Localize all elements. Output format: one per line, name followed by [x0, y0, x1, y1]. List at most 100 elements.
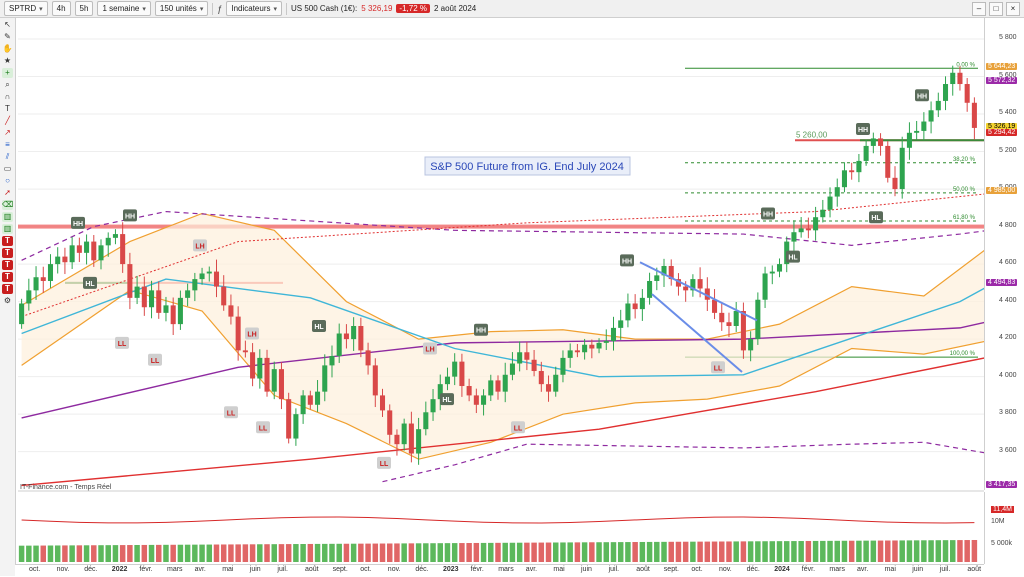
candle — [892, 177, 898, 190]
fib-label: 50,00 % — [953, 187, 976, 193]
pen-icon[interactable]: ✎ — [4, 32, 11, 41]
time-tick-label: nov. — [719, 566, 732, 573]
volume-bar — [654, 541, 660, 562]
candle — [618, 320, 624, 328]
candle — [921, 121, 927, 131]
pattern-marker — [761, 207, 775, 220]
timeframe-button[interactable]: 4h — [51, 1, 71, 16]
time-tick-label: mai — [222, 566, 234, 573]
text-icon[interactable]: T — [2, 248, 13, 258]
hand-icon[interactable]: ✋ — [2, 44, 13, 53]
time-tick-label: déc. — [415, 566, 429, 573]
volume-bar — [856, 540, 862, 562]
candle — [444, 376, 450, 385]
volume-bar — [177, 544, 184, 562]
volume-bar — [329, 543, 335, 562]
interval-selector[interactable]: 1 semaine — [97, 1, 151, 16]
candle — [163, 305, 169, 313]
pattern-marker — [193, 239, 207, 252]
pattern-marker-label: LL — [380, 461, 389, 468]
volume-bar — [841, 540, 848, 562]
volume-bar — [112, 545, 119, 562]
fib-icon[interactable]: ≡ — [5, 140, 10, 149]
instrument-name: US 500 Cash (1€): — [291, 4, 358, 13]
candle — [358, 325, 364, 351]
candle — [69, 245, 75, 263]
text-icon[interactable]: T — [5, 104, 10, 113]
close-icon[interactable]: × — [1006, 2, 1020, 16]
line-icon[interactable]: ╱ — [5, 116, 10, 125]
indicators-icon[interactable]: ƒ — [217, 3, 223, 14]
ma-red-line — [21, 349, 1024, 487]
volume-bar — [805, 540, 812, 562]
candle — [379, 395, 386, 411]
time-axis[interactable]: oct. nov. déc. 2022 févr. mars avr. mai juin juil… — [15, 564, 984, 577]
volume-bar — [603, 542, 610, 562]
volume-bar — [949, 540, 956, 562]
pattern-marker — [123, 209, 137, 222]
candle — [885, 145, 891, 178]
volume-bar — [466, 543, 472, 562]
star-icon[interactable]: ★ — [3, 56, 12, 65]
pattern-marker-label: LL — [151, 358, 160, 365]
volume-bar — [141, 544, 148, 562]
dashed-purple-lower — [382, 441, 1024, 483]
volume-bar — [54, 545, 61, 562]
volume-bar — [473, 542, 480, 562]
candle — [257, 357, 263, 379]
circle-icon[interactable]: ○ — [5, 176, 10, 185]
volume-bar — [682, 541, 689, 562]
minimize-icon[interactable]: – — [972, 2, 986, 16]
volume-bar — [769, 541, 776, 562]
magnet-icon[interactable]: ∩ — [4, 92, 11, 101]
volume-bar — [444, 543, 451, 562]
ray-icon[interactable]: ↗ — [4, 128, 11, 137]
pattern-marker — [915, 89, 929, 102]
candle — [329, 356, 335, 366]
volume-bar — [459, 543, 465, 562]
units-selector[interactable]: 150 unités — [154, 1, 209, 16]
volume-bar — [661, 541, 667, 562]
cursor-icon[interactable]: ↖ — [4, 20, 11, 29]
bars-icon[interactable]: ▥ — [2, 212, 13, 222]
text-icon[interactable]: T — [2, 284, 13, 294]
candle — [185, 290, 191, 298]
time-tick-label: déc. — [84, 566, 98, 573]
volume-bar — [134, 544, 140, 562]
indicators-button[interactable]: Indicateurs — [226, 1, 282, 16]
crosshair-icon[interactable]: + — [2, 68, 13, 78]
rect-icon[interactable]: ▭ — [3, 164, 12, 173]
text-icon[interactable]: T — [2, 272, 13, 282]
volume-bar — [827, 540, 833, 562]
time-tick-label: mai — [553, 566, 565, 573]
settings-icon[interactable]: ⚙ — [3, 296, 12, 305]
candle — [423, 412, 429, 430]
volume-bar — [430, 543, 436, 562]
candle — [459, 361, 465, 387]
annotation-text: S&P 500 Future from IG. End July 2024 — [430, 161, 624, 173]
text-icon[interactable]: T — [2, 260, 13, 270]
timeframe-button-2[interactable]: 5h — [74, 1, 94, 16]
channel-icon[interactable]: ⫽ — [5, 152, 10, 161]
candle — [228, 305, 234, 317]
volume-bar — [83, 545, 90, 562]
eraser-icon[interactable]: ⌫ — [2, 200, 14, 210]
candle — [748, 339, 754, 351]
candle — [899, 147, 905, 190]
volume-bar — [509, 542, 516, 562]
candle — [192, 279, 198, 291]
zoom-icon[interactable]: ⌕ — [5, 80, 10, 89]
volume-axis[interactable]: 11,4M 10M 5 000k — [984, 492, 1024, 564]
symbol-selector[interactable]: SPTRD — [4, 1, 48, 16]
text-icon[interactable]: T — [2, 236, 13, 246]
candle — [387, 410, 393, 435]
arrow-icon[interactable]: ➚ — [4, 188, 11, 197]
maximize-icon[interactable]: □ — [989, 2, 1003, 16]
price-tick-label: 3 600 — [999, 446, 1017, 454]
candle — [235, 316, 241, 351]
bars-icon[interactable]: ▥ — [2, 224, 13, 234]
volume-bar — [581, 542, 588, 562]
time-tick-label: mars — [829, 566, 845, 573]
